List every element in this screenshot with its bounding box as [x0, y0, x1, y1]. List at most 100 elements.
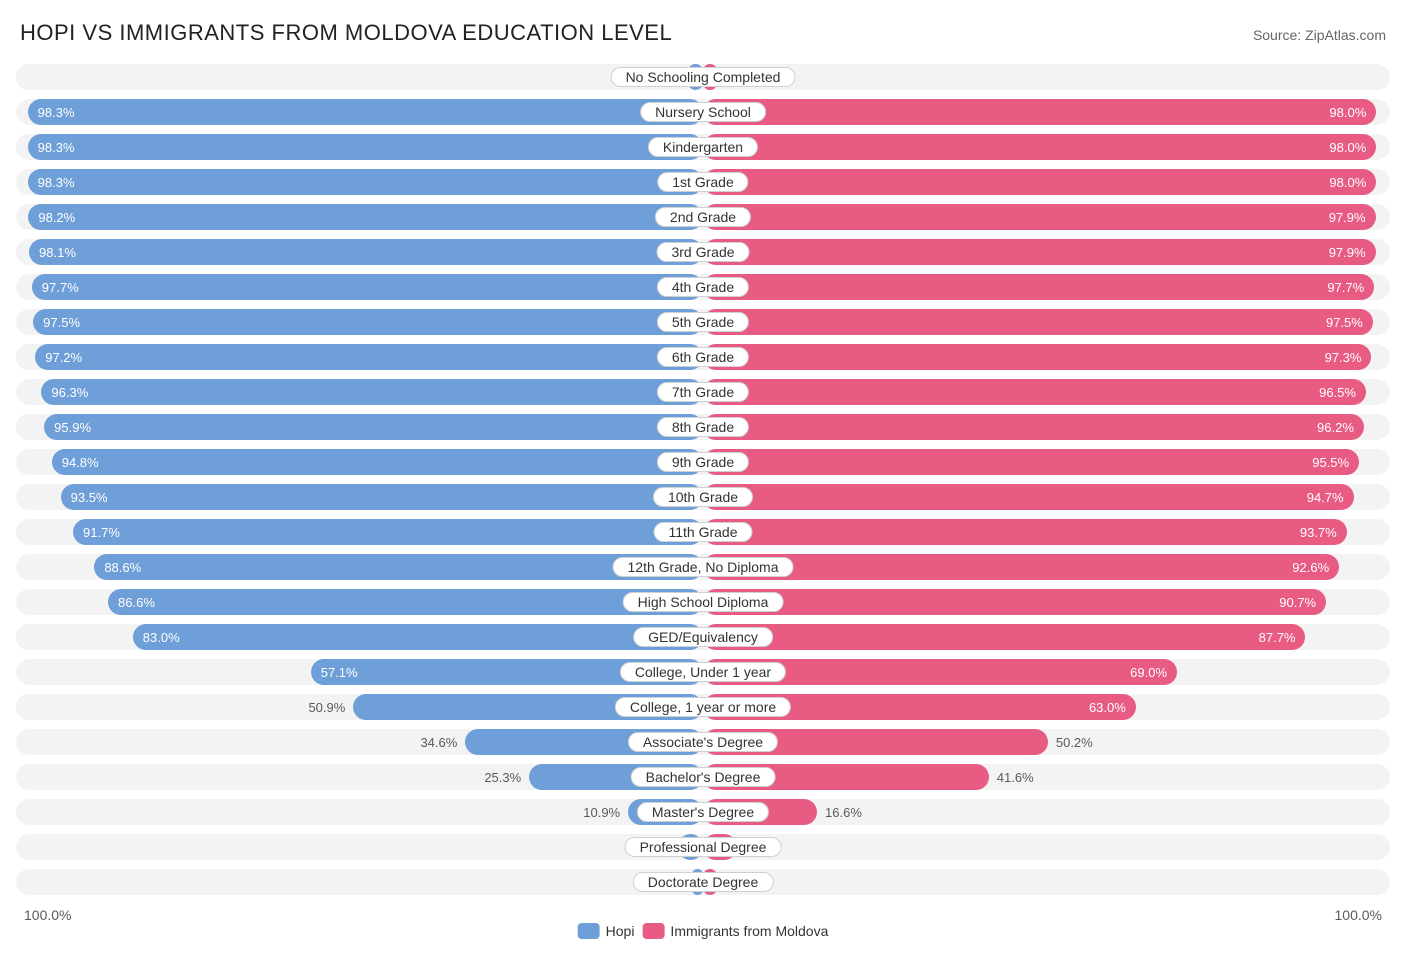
value-label-right: 97.9%: [1329, 239, 1366, 265]
chart-row: 86.6%90.7%High School Diploma: [16, 589, 1390, 615]
bar-right: [703, 589, 1326, 615]
axis-max-right: 100.0%: [703, 907, 1382, 923]
value-label-right: 92.6%: [1292, 554, 1329, 580]
value-label-right: 87.7%: [1259, 624, 1296, 650]
value-label-left: 95.9%: [54, 414, 91, 440]
chart-row: 95.9% 96.2% 8th Grade: [16, 414, 1390, 440]
bar-right: [703, 169, 1376, 195]
category-label: 6th Grade: [657, 347, 749, 367]
chart-row: 96.3% 96.5% 7th Grade: [16, 379, 1390, 405]
value-label-right: 97.3%: [1325, 344, 1362, 370]
category-label: 4th Grade: [657, 277, 749, 297]
category-label: 10th Grade: [653, 487, 753, 507]
value-label-right: 16.6%: [817, 799, 862, 825]
bar-right: [703, 519, 1347, 545]
value-label-right: 95.5%: [1312, 449, 1349, 475]
chart-title: HOPI VS IMMIGRANTS FROM MOLDOVA EDUCATIO…: [20, 20, 672, 46]
value-label-right: 94.7%: [1307, 484, 1344, 510]
chart-row: 1.6%2.0%Doctorate Degree: [16, 869, 1390, 895]
legend: Hopi Immigrants from Moldova: [578, 923, 829, 939]
value-label-left: 94.8%: [62, 449, 99, 475]
value-label-left: 96.3%: [51, 379, 88, 405]
category-label: 3rd Grade: [656, 242, 749, 262]
bar-right: [703, 449, 1359, 475]
chart-row: 97.7%97.7%4th Grade: [16, 274, 1390, 300]
legend-item-right: Immigrants from Moldova: [642, 923, 828, 939]
chart-row: 93.5% 94.7% 10th Grade: [16, 484, 1390, 510]
value-label-left: 34.6%: [420, 729, 465, 755]
category-label: Nursery School: [640, 102, 766, 122]
value-label-left: 98.1%: [39, 239, 76, 265]
legend-label-right: Immigrants from Moldova: [670, 923, 828, 939]
value-label-right: 50.2%: [1048, 729, 1093, 755]
chart-row: 34.6%50.2%Associate's Degree: [16, 729, 1390, 755]
value-label-left: 93.5%: [71, 484, 108, 510]
value-label-right: 96.2%: [1317, 414, 1354, 440]
chart-row: 97.5%97.5%5th Grade: [16, 309, 1390, 335]
bar-right: [703, 99, 1376, 125]
bar-right: [703, 134, 1376, 160]
category-label: Professional Degree: [625, 837, 782, 857]
value-label-right: 41.6%: [989, 764, 1034, 790]
category-label: College, 1 year or more: [615, 697, 791, 717]
category-label: Bachelor's Degree: [631, 767, 776, 787]
value-label-left: 86.6%: [118, 589, 155, 615]
value-label-right: 97.7%: [1327, 274, 1364, 300]
bar-left: [41, 379, 703, 405]
value-label-right: 93.7%: [1300, 519, 1337, 545]
chart-row: 88.6% 92.6% 12th Grade, No Diploma: [16, 554, 1390, 580]
bar-right: [703, 484, 1354, 510]
legend-label-left: Hopi: [606, 923, 635, 939]
bar-left: [33, 309, 703, 335]
legend-item-left: Hopi: [578, 923, 635, 939]
value-label-right: 96.5%: [1319, 379, 1356, 405]
chart-row: 98.3%98.0%Nursery School: [16, 99, 1390, 125]
legend-swatch-right: [642, 923, 664, 939]
chart-row: 98.3%98.0%1st Grade: [16, 169, 1390, 195]
chart-row: 2.2%2.0%No Schooling Completed: [16, 64, 1390, 90]
chart-row: 57.1%69.0%College, Under 1 year: [16, 659, 1390, 685]
category-label: 9th Grade: [657, 452, 749, 472]
chart-header: HOPI VS IMMIGRANTS FROM MOLDOVA EDUCATIO…: [16, 20, 1390, 46]
value-label-left: 98.3%: [38, 134, 75, 160]
legend-swatch-left: [578, 923, 600, 939]
value-label-left: 83.0%: [143, 624, 180, 650]
category-label: 7th Grade: [657, 382, 749, 402]
value-label-left: 88.6%: [104, 554, 141, 580]
bar-right: [703, 309, 1373, 335]
category-label: 8th Grade: [657, 417, 749, 437]
bar-right: [703, 239, 1376, 265]
axis-max-left: 100.0%: [24, 907, 703, 923]
bar-left: [108, 589, 703, 615]
bar-right: [703, 379, 1366, 405]
bar-left: [61, 484, 703, 510]
chart-row: 3.6%4.9%Professional Degree: [16, 834, 1390, 860]
category-label: 1st Grade: [657, 172, 748, 192]
bar-right: [703, 344, 1371, 370]
axis-labels: 100.0% 100.0%: [24, 907, 1382, 923]
value-label-left: 98.3%: [38, 169, 75, 195]
category-label: 12th Grade, No Diploma: [613, 557, 794, 577]
chart-row: 94.8% 95.5% 9th Grade: [16, 449, 1390, 475]
value-label-left: 57.1%: [321, 659, 358, 685]
value-label-right: 98.0%: [1329, 134, 1366, 160]
category-label: 5th Grade: [657, 312, 749, 332]
bar-left: [133, 624, 703, 650]
bar-left: [28, 134, 703, 160]
chart-footer: 100.0% 100.0% Hopi Immigrants from Moldo…: [16, 907, 1390, 931]
bar-left: [29, 239, 703, 265]
bar-right: [703, 554, 1339, 580]
chart-row: 98.1% 97.9% 3rd Grade: [16, 239, 1390, 265]
bar-left: [32, 274, 703, 300]
chart-row: 83.0%87.7%GED/Equivalency: [16, 624, 1390, 650]
value-label-right: 97.9%: [1329, 204, 1366, 230]
chart-row: 25.3%41.6%Bachelor's Degree: [16, 764, 1390, 790]
category-label: Master's Degree: [637, 802, 769, 822]
chart-source: Source: ZipAtlas.com: [1253, 27, 1386, 43]
chart-row: 10.9%16.6%Master's Degree: [16, 799, 1390, 825]
bar-right: [703, 204, 1376, 230]
value-label-left: 98.3%: [38, 99, 75, 125]
category-label: College, Under 1 year: [620, 662, 786, 682]
bar-left: [52, 449, 703, 475]
value-label-left: 97.2%: [45, 344, 82, 370]
